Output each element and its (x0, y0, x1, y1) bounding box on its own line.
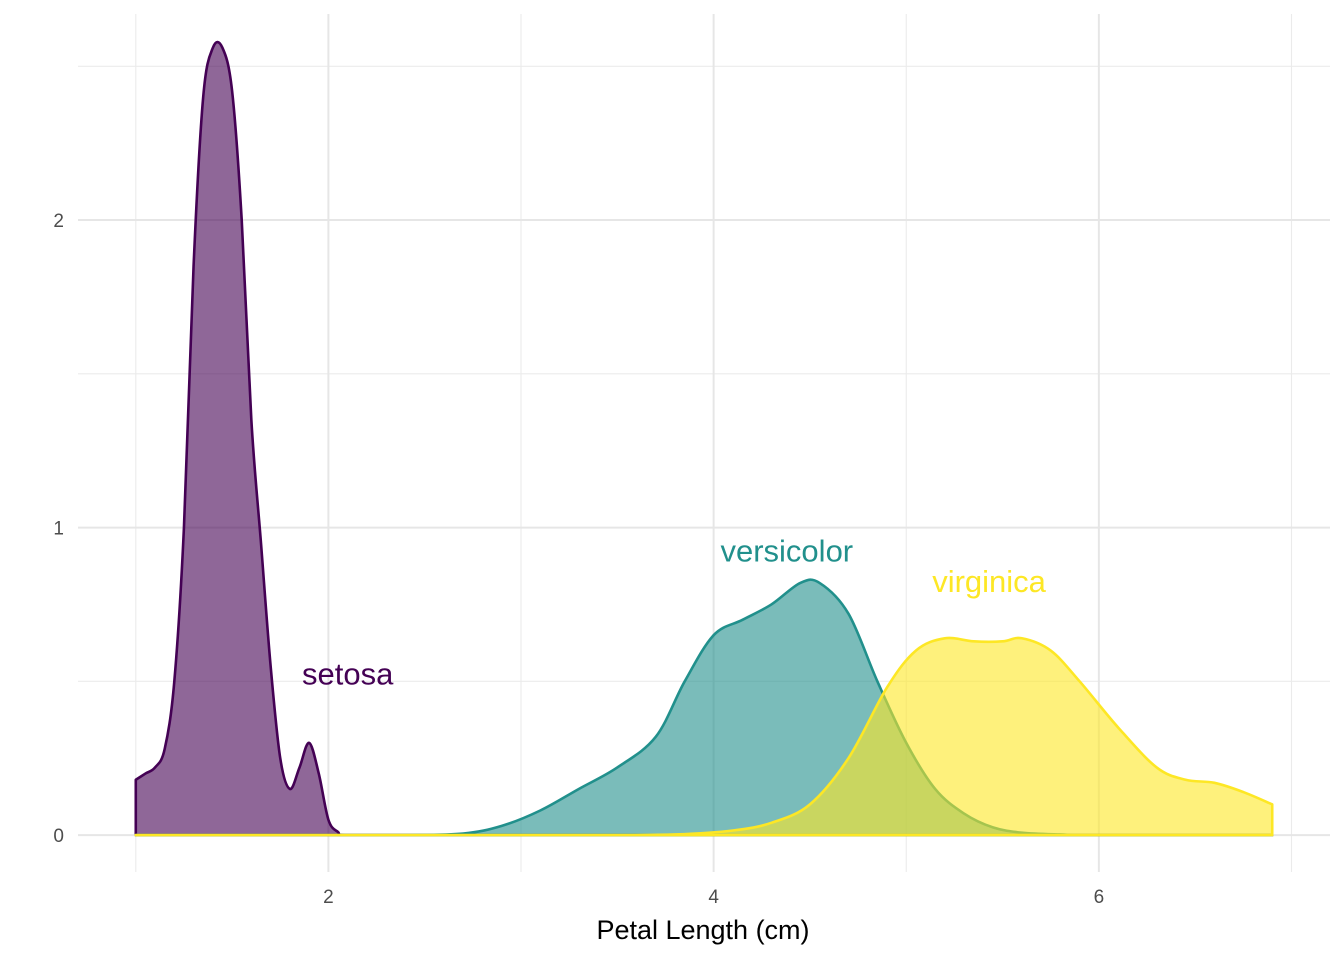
x-tick-label: 6 (1094, 887, 1105, 908)
axis-tick-labels: 2 4 6 0 1 2 (53, 211, 1104, 908)
density-virginica (134, 636, 1274, 837)
x-tick-label: 2 (323, 887, 334, 908)
label-setosa: setosa (302, 656, 394, 691)
label-virginica: virginica (932, 564, 1046, 599)
x-axis-title: Petal Length (cm) (596, 915, 809, 945)
density-areas (134, 40, 1274, 837)
y-tick-label: 0 (53, 826, 64, 847)
x-tick-label: 4 (708, 887, 719, 908)
y-tick-label: 2 (53, 211, 64, 232)
species-labels: setosa versicolor virginica (302, 533, 1047, 691)
density-fill-versicolor (135, 579, 1273, 836)
density-fill-virginica (135, 637, 1273, 836)
density-outline-virginica (134, 636, 1274, 837)
density-fill-setosa (135, 42, 1273, 836)
label-versicolor: versicolor (720, 533, 853, 568)
y-tick-label: 1 (53, 519, 64, 540)
